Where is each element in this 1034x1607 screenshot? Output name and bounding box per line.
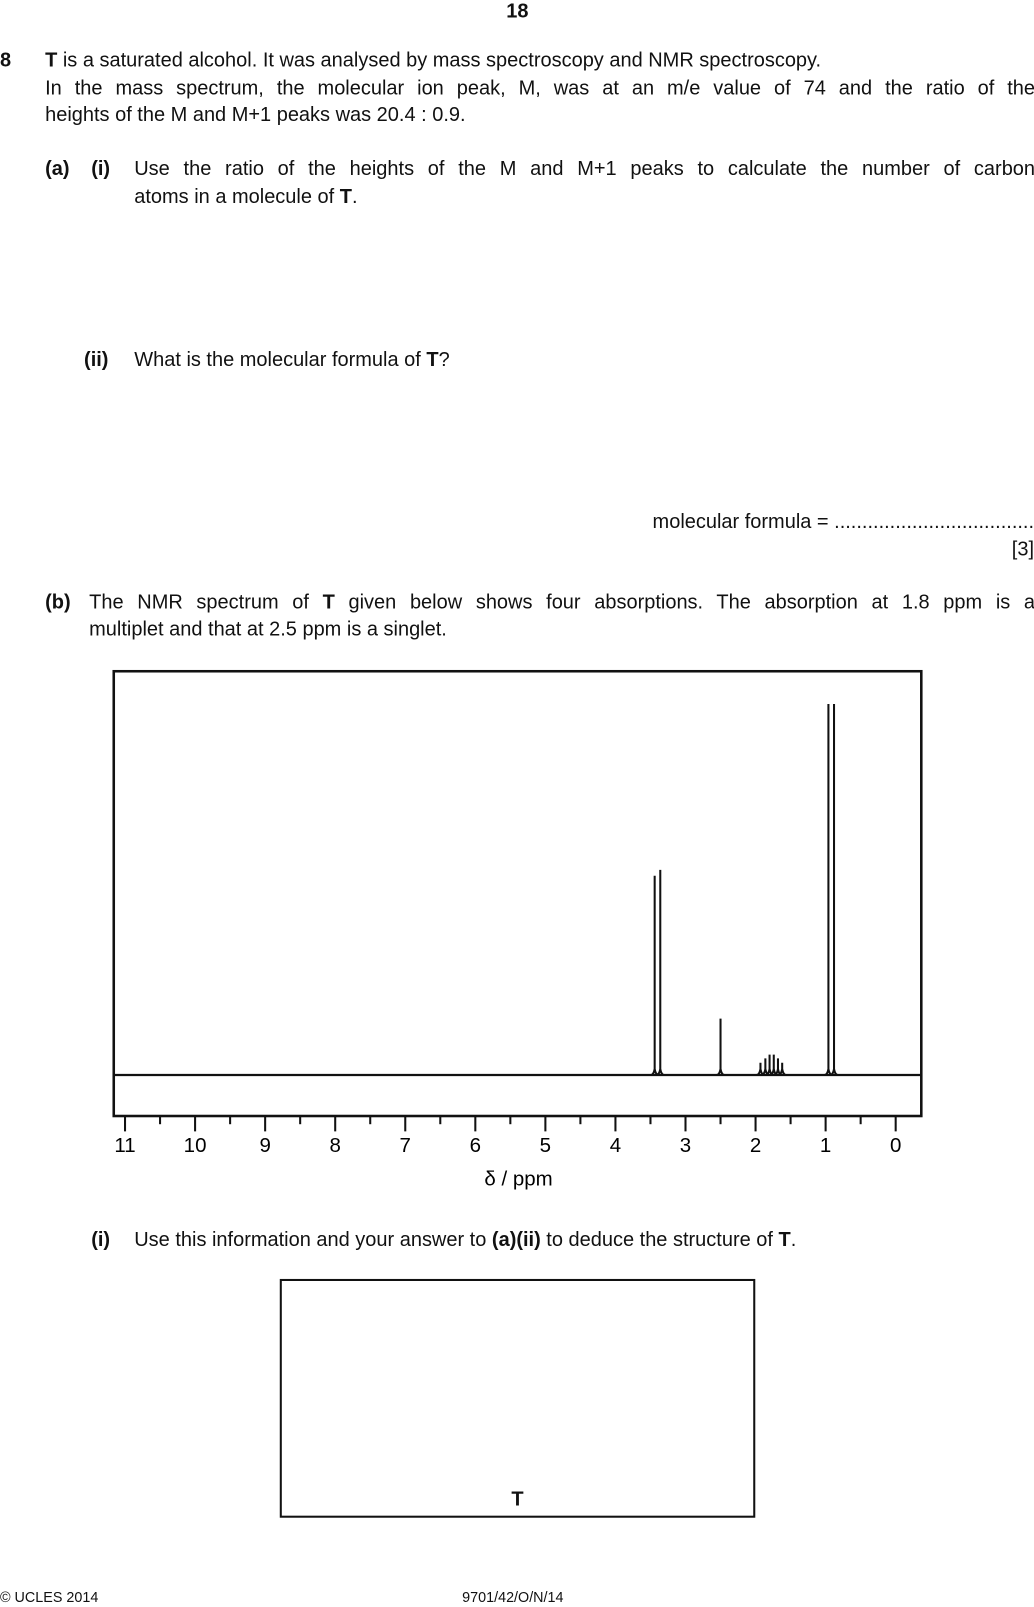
part-b-i-label: (i) [91, 1228, 111, 1252]
part-b-label: (b) [45, 591, 71, 614]
nmr-peak [756, 1062, 765, 1077]
answer-box-label: T [511, 1488, 524, 1511]
marks-a: [3] [1011, 538, 1034, 561]
x-tick-label: 5 [540, 1134, 551, 1157]
x-tick-label: 4 [610, 1134, 621, 1157]
nmr-peak [716, 1018, 725, 1077]
x-tick-label: 0 [890, 1134, 901, 1157]
nmr-peak [656, 869, 665, 1077]
part-a-ii-label: (ii) [84, 348, 109, 371]
x-tick-label: 10 [184, 1134, 207, 1157]
nmr-peak [777, 1062, 787, 1077]
nmr-peak [829, 704, 839, 1077]
intro-line-2: In the mass spectrum, the molecular ion … [45, 76, 1034, 100]
x-tick-label: 2 [750, 1134, 761, 1157]
question-number: 8 [0, 49, 12, 72]
nmr-peak [650, 875, 659, 1077]
part-a-ii-text: What is the molecular formula of T? [134, 348, 450, 371]
page-number: 18 [506, 0, 529, 23]
x-tick-label: 8 [329, 1134, 340, 1157]
intro-line-3: heights of the M and M+1 peaks was 20.4 … [45, 103, 466, 127]
x-tick-label: 9 [259, 1134, 270, 1157]
nmr-spectrum: 0 1 2 3 4 5 6 7 8 9 10 11 δ / ppm [112, 669, 923, 1191]
part-b-i-text: Use this information and your answer to … [134, 1228, 797, 1252]
part-a-i-text-2: atoms in a molecule of T. [134, 185, 358, 209]
spectrum-frame [112, 669, 923, 1118]
x-tick-label: 11 [114, 1134, 135, 1157]
x-tick-label: 6 [470, 1134, 481, 1157]
part-a-label: (a) [45, 157, 70, 181]
footer-code: 9701/42/O/N/14 [462, 1588, 564, 1605]
x-tick-label: 1 [820, 1134, 831, 1157]
x-axis-label: δ / ppm [484, 1168, 552, 1191]
molecular-formula-answer-line[interactable]: molecular formula = ....................… [652, 510, 1034, 533]
nmr-peak [824, 704, 833, 1077]
x-tick-label: 7 [400, 1134, 411, 1157]
part-b-text-1: The NMR spectrum of T given below shows … [89, 591, 1034, 614]
part-b-text-2: multiplet and that at 2.5 ppm is a singl… [89, 617, 447, 641]
x-tick-label: 3 [680, 1134, 691, 1157]
structure-answer-box[interactable]: T [279, 1278, 756, 1518]
part-a-i-text-1: Use the ratio of the heights of the M an… [134, 157, 1034, 181]
footer-copyright: © UCLES 2014 [0, 1588, 99, 1605]
part-a-i-label: (i) [91, 157, 111, 181]
intro-line-1: T is a saturated alcohol. It was analyse… [45, 49, 822, 72]
